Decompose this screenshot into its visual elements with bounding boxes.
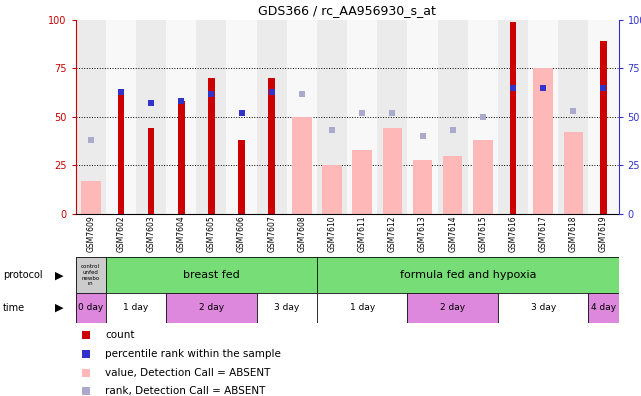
Bar xyxy=(256,20,287,214)
Bar xyxy=(76,257,106,293)
Bar xyxy=(196,20,226,214)
Text: count: count xyxy=(106,330,135,340)
Bar xyxy=(106,293,166,323)
Text: 1 day: 1 day xyxy=(349,303,375,312)
Bar xyxy=(256,293,317,323)
Text: 4 day: 4 day xyxy=(591,303,616,312)
Text: formula fed and hypoxia: formula fed and hypoxia xyxy=(399,270,536,280)
Text: 1 day: 1 day xyxy=(123,303,149,312)
Title: GDS366 / rc_AA956930_s_at: GDS366 / rc_AA956930_s_at xyxy=(258,4,436,17)
Bar xyxy=(533,68,553,214)
Bar xyxy=(178,101,185,214)
Bar xyxy=(408,293,498,323)
Bar xyxy=(383,128,402,214)
Bar xyxy=(408,20,438,214)
Bar xyxy=(322,165,342,214)
Bar xyxy=(166,293,256,323)
Bar xyxy=(269,78,275,214)
Bar xyxy=(378,20,408,214)
Bar xyxy=(353,150,372,214)
Text: 2 day: 2 day xyxy=(440,303,465,312)
Text: ▶: ▶ xyxy=(55,303,64,313)
Text: protocol: protocol xyxy=(3,270,43,280)
Bar xyxy=(147,128,154,214)
Bar xyxy=(413,160,432,214)
Bar xyxy=(588,293,619,323)
Text: breast fed: breast fed xyxy=(183,270,240,280)
Bar xyxy=(76,20,106,214)
Bar xyxy=(106,257,317,293)
Bar xyxy=(473,140,493,214)
Text: 2 day: 2 day xyxy=(199,303,224,312)
Bar xyxy=(117,93,124,214)
Bar xyxy=(347,20,378,214)
Bar xyxy=(510,22,516,214)
Bar xyxy=(600,41,607,214)
Bar xyxy=(317,293,408,323)
Bar xyxy=(438,20,468,214)
Text: 3 day: 3 day xyxy=(531,303,556,312)
Bar xyxy=(588,20,619,214)
Bar xyxy=(317,20,347,214)
Bar xyxy=(76,293,106,323)
Text: rank, Detection Call = ABSENT: rank, Detection Call = ABSENT xyxy=(106,386,266,396)
Text: 3 day: 3 day xyxy=(274,303,299,312)
Bar xyxy=(292,117,312,214)
Bar xyxy=(558,20,588,214)
Bar xyxy=(468,20,498,214)
Text: ▶: ▶ xyxy=(55,270,64,280)
Bar xyxy=(166,20,196,214)
Bar xyxy=(287,20,317,214)
Bar xyxy=(208,78,215,214)
Bar xyxy=(443,156,462,214)
Bar xyxy=(106,20,136,214)
Text: 0 day: 0 day xyxy=(78,303,103,312)
Bar xyxy=(563,132,583,214)
Bar xyxy=(498,20,528,214)
Text: control
unfed
newbo
rn: control unfed newbo rn xyxy=(81,264,100,286)
Text: value, Detection Call = ABSENT: value, Detection Call = ABSENT xyxy=(106,367,271,377)
Bar xyxy=(498,293,588,323)
Bar xyxy=(317,257,619,293)
Text: percentile rank within the sample: percentile rank within the sample xyxy=(106,349,281,359)
Bar xyxy=(136,20,166,214)
Text: time: time xyxy=(3,303,26,313)
Bar xyxy=(528,20,558,214)
Bar xyxy=(238,140,245,214)
Bar xyxy=(226,20,256,214)
Bar xyxy=(81,181,101,214)
